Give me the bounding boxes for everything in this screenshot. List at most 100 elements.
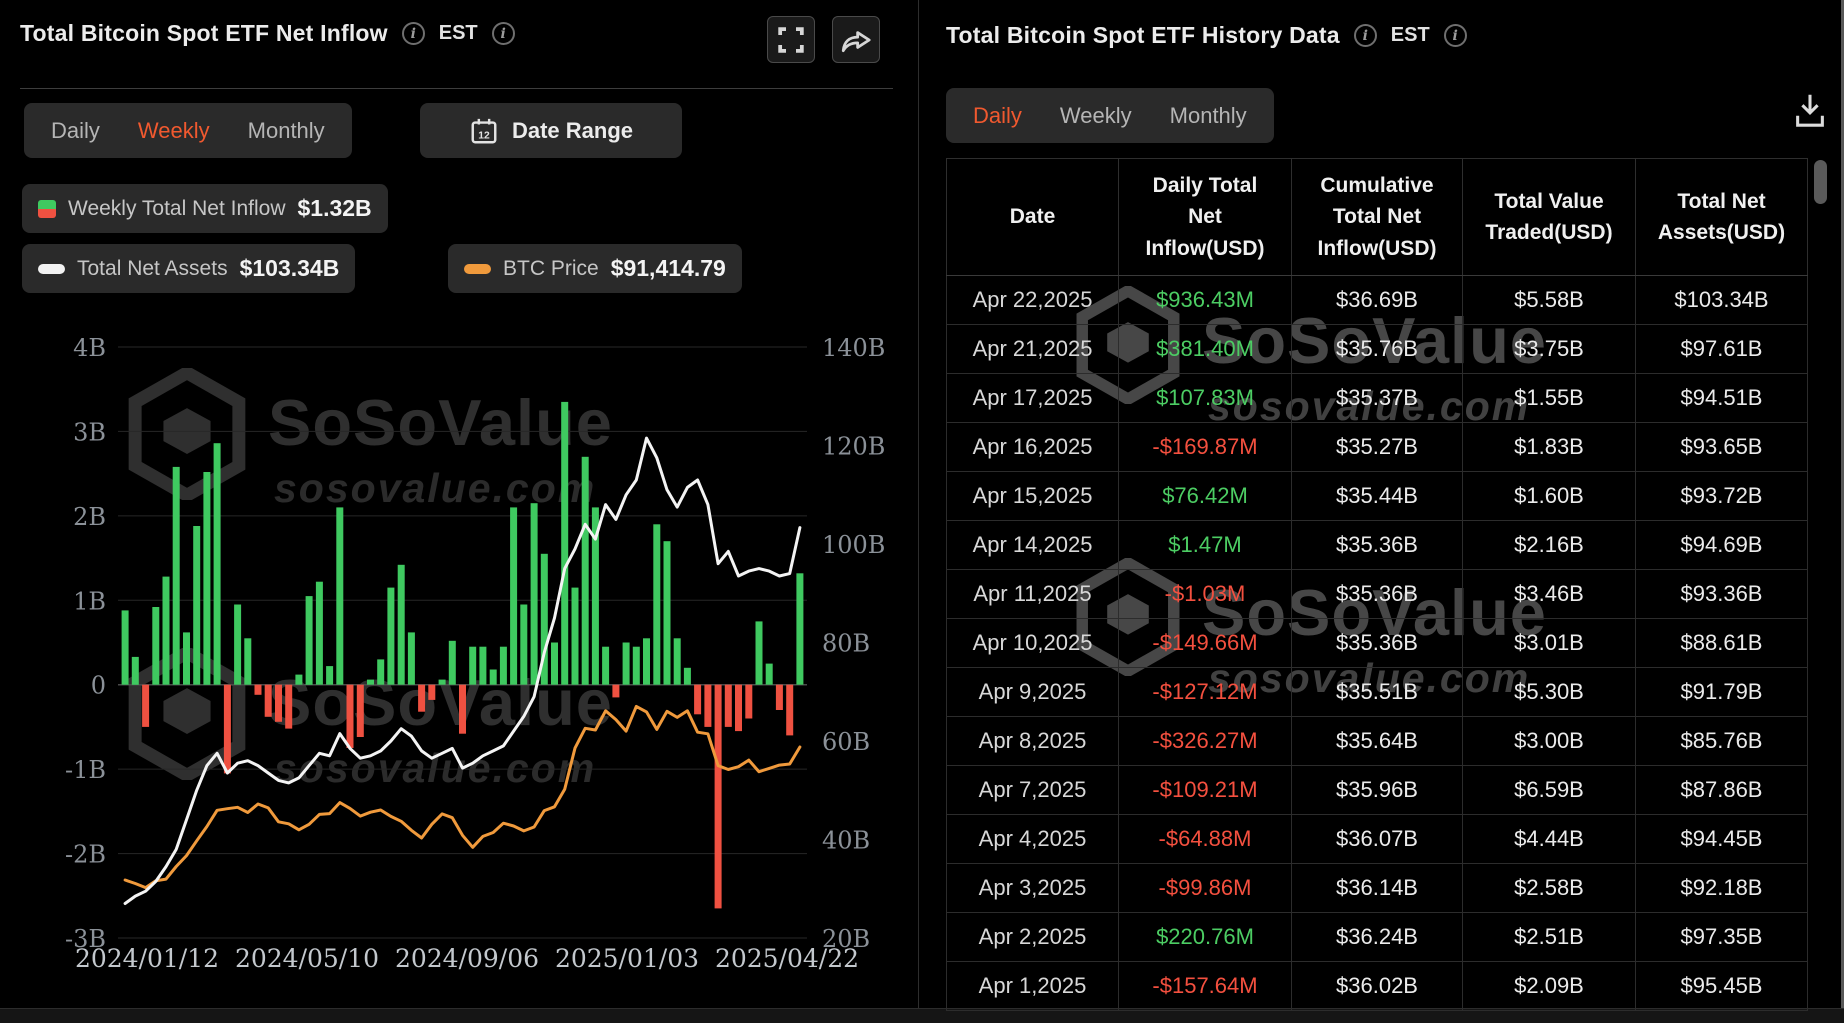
inflow-bar[interactable] bbox=[735, 684, 742, 732]
inflow-bar[interactable] bbox=[203, 472, 211, 685]
inflow-bar[interactable] bbox=[142, 684, 150, 727]
inflow-bar[interactable] bbox=[193, 526, 201, 685]
inflow-bar[interactable] bbox=[622, 642, 630, 685]
table-period-tabs: Daily Weekly Monthly bbox=[946, 88, 1274, 143]
net-inflow-chart[interactable]: 4B 3B 2B 1B 0 -1B -2B -3B 140B 120B 100B 80B 60B 40B 2… bbox=[0, 300, 918, 990]
inflow-bar[interactable] bbox=[459, 684, 466, 734]
inflow-bar[interactable] bbox=[387, 587, 395, 685]
date-range-button[interactable]: 12 Date Range bbox=[420, 103, 682, 158]
bar-series-swatch-icon bbox=[38, 199, 56, 218]
daily-inflow-cell: $107.83M bbox=[1118, 373, 1292, 423]
inflow-bar[interactable] bbox=[285, 684, 293, 729]
inflow-bar[interactable] bbox=[469, 646, 477, 685]
inflow-bar[interactable] bbox=[244, 638, 252, 685]
inflow-bar[interactable] bbox=[673, 638, 681, 685]
inflow-bar[interactable] bbox=[356, 684, 364, 737]
inflow-bar[interactable] bbox=[632, 646, 640, 685]
inflow-bar[interactable] bbox=[724, 684, 732, 727]
table-row: Apr 7,2025 -$109.21M $35.96B $6.59B $87.86B bbox=[946, 765, 1808, 815]
inflow-bar[interactable] bbox=[275, 684, 282, 722]
value-traded-cell: $3.46B bbox=[1462, 569, 1636, 619]
inflow-bar[interactable] bbox=[796, 573, 804, 685]
net-assets-cell: $94.51B bbox=[1635, 373, 1808, 423]
inflow-bar[interactable] bbox=[683, 667, 691, 685]
inflow-bar[interactable] bbox=[346, 684, 354, 748]
inflow-bar[interactable] bbox=[602, 646, 610, 685]
legend-total-net-assets[interactable]: Total Net Assets $103.34B bbox=[22, 244, 356, 293]
inflow-bar[interactable] bbox=[315, 581, 323, 685]
tab-weekly[interactable]: Weekly bbox=[1059, 102, 1132, 128]
inflow-bar[interactable] bbox=[765, 663, 773, 685]
inflow-bar[interactable] bbox=[479, 646, 487, 685]
inflow-bar[interactable] bbox=[448, 640, 456, 685]
legend-weekly-net-inflow[interactable]: Weekly Total Net Inflow $1.32B bbox=[22, 184, 388, 233]
inflow-bar[interactable] bbox=[540, 553, 548, 685]
inflow-bar[interactable] bbox=[377, 659, 385, 685]
inflow-bar[interactable] bbox=[786, 684, 794, 736]
inflow-bar[interactable] bbox=[612, 684, 620, 698]
inflow-bar[interactable] bbox=[643, 638, 650, 685]
tab-monthly[interactable]: Monthly bbox=[1169, 102, 1247, 128]
inflow-bar[interactable] bbox=[121, 610, 129, 685]
inflow-bar[interactable] bbox=[407, 632, 415, 685]
inflow-bar[interactable] bbox=[571, 587, 579, 685]
inflow-bar[interactable] bbox=[745, 684, 753, 719]
inflow-bar[interactable] bbox=[418, 684, 426, 712]
inflow-bar[interactable] bbox=[551, 642, 558, 685]
inflow-bar[interactable] bbox=[162, 576, 170, 685]
inflow-bar[interactable] bbox=[152, 607, 160, 685]
inflow-bar[interactable] bbox=[591, 507, 599, 685]
fullscreen-button[interactable] bbox=[767, 16, 815, 63]
inflow-bar[interactable] bbox=[213, 443, 221, 685]
inflow-bar[interactable] bbox=[694, 684, 702, 715]
inflow-bar[interactable] bbox=[131, 656, 139, 685]
inflow-bar[interactable] bbox=[653, 524, 661, 685]
download-button[interactable] bbox=[1787, 86, 1833, 136]
inflow-bar[interactable] bbox=[704, 684, 712, 727]
inflow-bar[interactable] bbox=[254, 684, 262, 695]
inflow-bar[interactable] bbox=[223, 684, 231, 774]
inflow-bar[interactable] bbox=[305, 596, 313, 685]
window-scrollbar-track[interactable] bbox=[1841, 0, 1844, 1022]
tab-daily[interactable]: Daily bbox=[51, 117, 100, 143]
inflow-bar[interactable] bbox=[755, 621, 763, 685]
inflow-bar[interactable] bbox=[234, 604, 242, 685]
inflow-bar[interactable] bbox=[326, 666, 334, 685]
cumulative-inflow-cell: $35.37B bbox=[1291, 373, 1463, 423]
inflow-bar[interactable] bbox=[663, 541, 671, 685]
tab-daily[interactable]: Daily bbox=[973, 102, 1022, 128]
legend-btc-price[interactable]: BTC Price $91,414.79 bbox=[448, 244, 742, 293]
value-traded-cell: $5.58B bbox=[1462, 275, 1636, 325]
inflow-bar[interactable] bbox=[172, 466, 180, 685]
inflow-bar[interactable] bbox=[581, 456, 589, 685]
info-icon[interactable]: i bbox=[491, 22, 515, 45]
value-traded-cell: $2.51B bbox=[1462, 912, 1636, 962]
inflow-bar[interactable] bbox=[428, 684, 436, 700]
inflow-bar[interactable] bbox=[183, 632, 190, 685]
inflow-bar[interactable] bbox=[295, 674, 303, 685]
table-scrollbar-thumb[interactable] bbox=[1814, 160, 1827, 204]
inflow-bar[interactable] bbox=[438, 679, 446, 685]
table-body: Apr 22,2025 $936.43M $36.69B $5.58B $103.34B… bbox=[946, 275, 1808, 1011]
inflow-bar[interactable] bbox=[264, 684, 272, 717]
tab-weekly[interactable]: Weekly bbox=[137, 117, 210, 143]
info-icon[interactable]: i bbox=[401, 22, 425, 45]
inflow-bar[interactable] bbox=[510, 507, 518, 685]
inflow-bar[interactable] bbox=[367, 679, 374, 685]
info-icon[interactable]: i bbox=[1353, 24, 1377, 47]
share-button[interactable] bbox=[832, 16, 880, 63]
info-icon[interactable]: i bbox=[1443, 24, 1467, 47]
inflow-bar[interactable] bbox=[561, 401, 569, 685]
net-assets-cell: $97.61B bbox=[1635, 324, 1808, 374]
inflow-bar[interactable] bbox=[397, 564, 405, 685]
inflow-bar[interactable] bbox=[336, 507, 344, 685]
table-row: Apr 16,2025 -$169.87M $35.27B $1.83B $93.65B bbox=[946, 422, 1808, 472]
inflow-bar[interactable] bbox=[714, 684, 722, 909]
tab-monthly[interactable]: Monthly bbox=[247, 117, 325, 143]
btc-price-line[interactable] bbox=[123, 704, 802, 890]
inflow-bar[interactable] bbox=[530, 503, 538, 685]
inflow-bar[interactable] bbox=[489, 669, 497, 685]
inflow-bar[interactable] bbox=[499, 646, 507, 685]
inflow-bar[interactable] bbox=[775, 684, 783, 710]
inflow-bar[interactable] bbox=[520, 604, 528, 685]
